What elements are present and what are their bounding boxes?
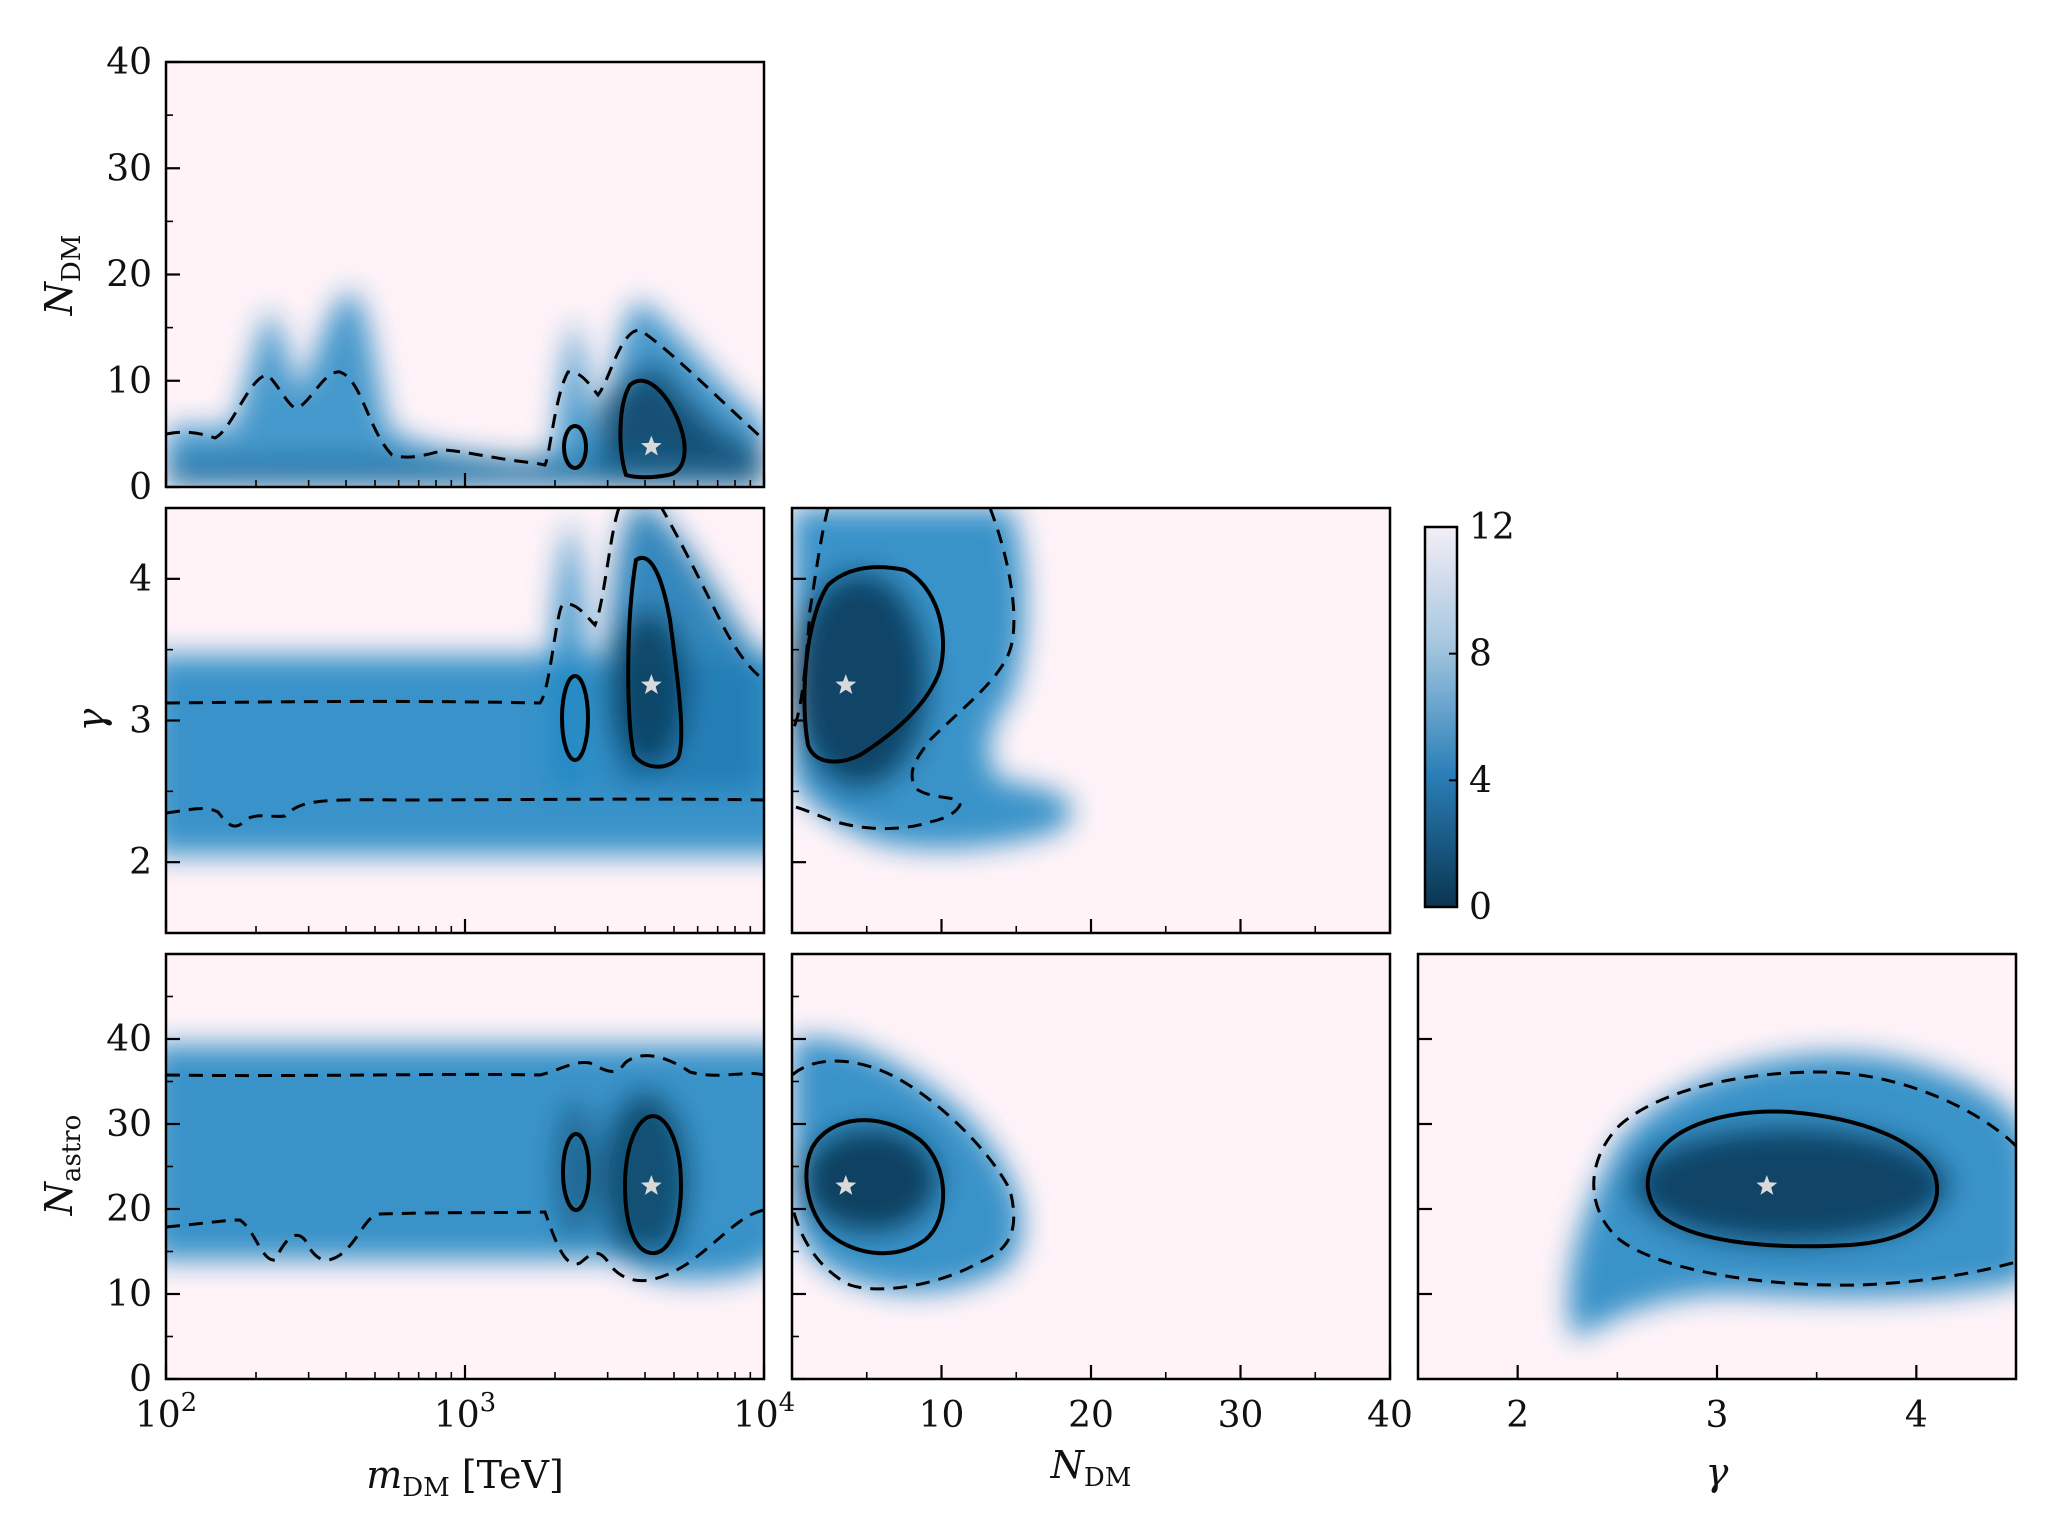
panel-mdm-nastro xyxy=(164,952,766,1381)
panel-ndm-nastro xyxy=(790,952,1392,1381)
xlabel-ndm: NDM xyxy=(1050,1443,1132,1493)
contour-1sigma xyxy=(618,378,687,480)
contour-2sigma-lower xyxy=(166,1208,764,1283)
y-tick-label: 20 xyxy=(106,255,152,296)
x-tick-label: 40 xyxy=(1367,1395,1413,1436)
y-tick-label: 10 xyxy=(106,361,152,402)
panel-gamma-nastro xyxy=(1416,952,2018,1381)
best-fit-star xyxy=(640,1175,662,1195)
colorbar-ticks: 0 4 8 12 xyxy=(1449,507,1515,928)
colorbar-gradient xyxy=(1423,525,1459,909)
density-map xyxy=(792,1038,1022,1292)
density-map xyxy=(792,508,1072,849)
y-tick-label: 40 xyxy=(106,1019,152,1060)
best-fit-star xyxy=(640,435,662,456)
density-map xyxy=(166,1045,764,1281)
contour-1sigma-small xyxy=(560,674,590,762)
contour-2sigma xyxy=(166,328,764,467)
y-tick-label: 2 xyxy=(129,842,152,883)
y-tick-label: 40 xyxy=(106,42,152,83)
x-tick-label-base: 10 xyxy=(733,1395,779,1436)
contour-2sigma xyxy=(1592,1070,2016,1287)
y-tick-label: 30 xyxy=(106,148,152,189)
colorbar-tick-label: 12 xyxy=(1469,507,1515,548)
best-fit-star-shape xyxy=(640,674,662,694)
y-tick-label: 10 xyxy=(106,1274,152,1315)
y-tick-label: 3 xyxy=(129,701,152,742)
y-tick-label: 0 xyxy=(129,1359,152,1400)
panel-mdm-gamma xyxy=(164,506,766,935)
best-fit-star-shape xyxy=(835,674,857,694)
ylabel-ndm: NDM xyxy=(37,235,87,317)
x-tick-label: 2 xyxy=(1506,1395,1529,1436)
panel-ndm-gamma xyxy=(790,506,1392,935)
y-tick-label: 4 xyxy=(129,559,152,600)
x-tick-label: 30 xyxy=(1218,1395,1264,1436)
best-fit-star-shape xyxy=(640,1175,662,1195)
x-tick-label: 103 xyxy=(434,1388,496,1436)
contour-1sigma xyxy=(804,1118,946,1256)
best-fit-star xyxy=(835,1175,857,1195)
colorbar: 0 4 8 12 xyxy=(1423,507,1515,928)
x-tick-label-base: 10 xyxy=(135,1395,181,1436)
contour-1sigma-small xyxy=(561,1132,591,1212)
contour-1sigma xyxy=(622,1114,683,1256)
y-tick-label: 20 xyxy=(106,1189,152,1230)
xlabel-gamma: γ xyxy=(1706,1450,1729,1494)
x-tick-label: 4 xyxy=(1905,1395,1928,1436)
contour-2sigma xyxy=(792,1059,1016,1291)
best-fit-star xyxy=(1756,1175,1778,1195)
best-fit-star-shape xyxy=(835,1175,857,1195)
density-map xyxy=(1568,1053,2016,1340)
axis-titles: NDM γ Nastro mDM [TeV] NDM γ xyxy=(37,235,1729,1503)
x-tick-label-exponent: 4 xyxy=(779,1388,796,1418)
best-fit-star-shape xyxy=(640,435,662,456)
best-fit-star xyxy=(835,674,857,694)
contour-1sigma-small xyxy=(562,424,588,470)
y-tick-label: 30 xyxy=(106,1104,152,1145)
ylabel-gamma: γ xyxy=(69,708,113,731)
contour-1sigma xyxy=(1645,1109,1940,1249)
contour-2sigma-upper xyxy=(166,1054,764,1078)
colorbar-tick-label: 0 xyxy=(1469,887,1492,928)
x-tick-label: 10 xyxy=(919,1395,965,1436)
contour-2sigma-lower xyxy=(166,797,764,828)
x-tick-label: 104 xyxy=(733,1388,795,1436)
contour-1sigma xyxy=(802,565,945,764)
xlabel-mdm: mDM [TeV] xyxy=(366,1453,564,1503)
ylabel-nastro: Nastro xyxy=(37,1115,87,1217)
x-tick-label: 102 xyxy=(135,1388,197,1436)
x-tick-label-exponent: 3 xyxy=(480,1388,497,1418)
contour-2sigma-upper xyxy=(166,508,764,705)
x-tick-label: 20 xyxy=(1068,1395,1114,1436)
best-fit-star xyxy=(640,674,662,694)
x-tick-label: 3 xyxy=(1706,1395,1729,1436)
x-tick-label-exponent: 2 xyxy=(181,1388,198,1418)
contour-1sigma xyxy=(626,556,684,769)
panel-mdm-ndm xyxy=(164,60,766,489)
contour-2sigma xyxy=(792,508,1016,831)
x-tick-label-base: 10 xyxy=(434,1395,480,1436)
best-fit-star-shape xyxy=(1756,1175,1778,1195)
y-tick-label: 0 xyxy=(129,467,152,508)
colorbar-tick-label: 4 xyxy=(1469,760,1492,801)
colorbar-tick-label: 8 xyxy=(1469,634,1492,675)
